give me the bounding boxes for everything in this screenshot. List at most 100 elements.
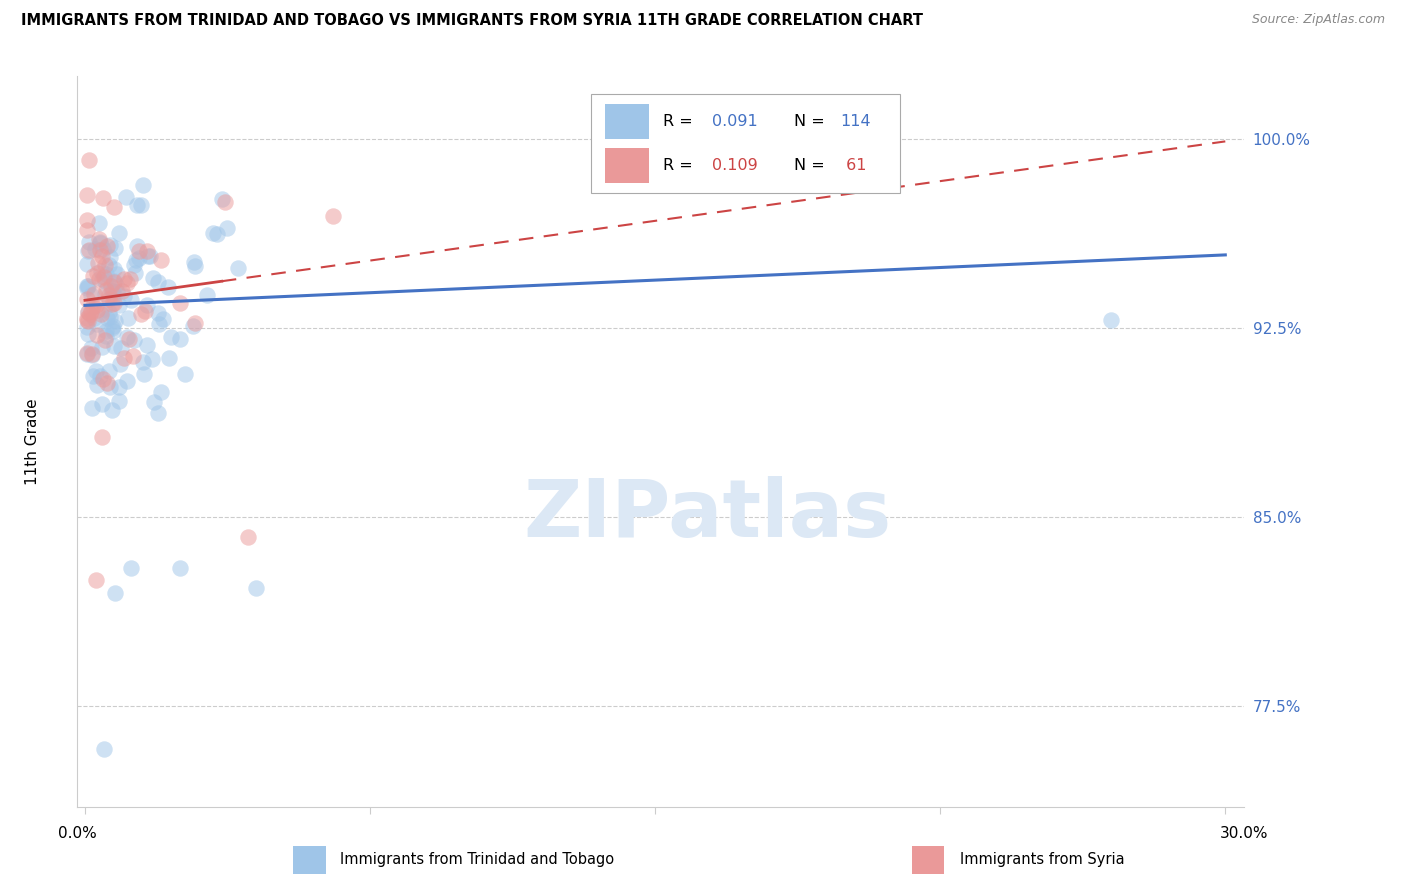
Point (77, 314, 100, 328)
Point (120, 272, 142, 286)
Point (173, 367, 195, 381)
Bar (294, 846, 326, 874)
Point (101, 321, 124, 335)
Point (215, 221, 238, 235)
Point (201, 226, 224, 240)
Point (76, 292, 98, 306)
Point (100, 238, 122, 252)
Point (103, 314, 125, 328)
Point (104, 241, 127, 255)
Point (146, 275, 169, 289)
Point (183, 254, 205, 268)
Point (76, 222, 98, 236)
Point (101, 288, 124, 302)
Point (136, 249, 159, 263)
Point (101, 324, 124, 338)
Text: 11th Grade: 11th Grade (25, 398, 41, 485)
Point (76, 311, 98, 326)
Point (98, 258, 121, 272)
Point (96, 310, 118, 325)
Point (94, 283, 117, 297)
Point (103, 284, 125, 298)
Text: 0.091: 0.091 (713, 114, 758, 129)
Point (142, 395, 165, 409)
Point (89, 235, 111, 249)
Point (91, 250, 114, 264)
Point (112, 351, 135, 365)
Point (91, 396, 114, 410)
Point (181, 318, 204, 333)
Text: IMMIGRANTS FROM TRINIDAD AND TOBAGO VS IMMIGRANTS FROM SYRIA 11TH GRADE CORRELAT: IMMIGRANTS FROM TRINIDAD AND TOBAGO VS I… (21, 13, 924, 29)
Point (82, 269, 104, 284)
Point (105, 267, 128, 281)
Point (76, 347, 98, 361)
Point (86, 574, 108, 588)
Point (125, 252, 148, 267)
Point (108, 380, 131, 394)
Point (169, 332, 191, 346)
Text: Immigrants from Syria: Immigrants from Syria (959, 853, 1125, 867)
Point (103, 200, 125, 214)
Point (132, 355, 155, 369)
Point (77, 304, 100, 318)
Point (98, 305, 121, 319)
Point (169, 560, 191, 574)
Point (141, 352, 163, 367)
Point (152, 311, 174, 326)
Point (80, 348, 103, 362)
Point (103, 296, 125, 310)
Text: N =: N = (794, 158, 830, 173)
Point (112, 272, 135, 286)
Point (124, 266, 146, 280)
Point (91, 430, 114, 444)
Text: R =: R = (664, 114, 697, 129)
Point (98, 363, 121, 377)
Point (128, 251, 150, 265)
Point (84, 298, 107, 312)
Point (207, 227, 229, 241)
Point (86, 317, 108, 331)
Point (83, 310, 105, 325)
Bar (911, 846, 945, 874)
Point (129, 197, 152, 211)
Text: Source: ZipAtlas.com: Source: ZipAtlas.com (1251, 13, 1385, 27)
Point (107, 393, 129, 408)
Point (80, 341, 103, 355)
Point (76, 305, 98, 319)
Point (77, 244, 100, 258)
Point (98, 250, 121, 264)
Point (122, 258, 145, 272)
Point (76, 280, 98, 294)
Point (87, 272, 110, 286)
Point (104, 278, 127, 293)
Text: 61: 61 (841, 158, 866, 173)
Point (107, 298, 129, 312)
Point (90, 272, 112, 286)
Point (84, 364, 107, 378)
Point (89, 216, 111, 230)
Point (76, 187, 98, 202)
Point (77, 279, 100, 293)
Point (184, 316, 207, 330)
Point (93, 333, 115, 347)
Point (94, 324, 117, 338)
Point (93, 269, 115, 284)
Point (120, 560, 142, 574)
Point (101, 284, 124, 298)
Point (79, 307, 101, 321)
Point (87, 256, 110, 270)
Point (86, 378, 108, 392)
Text: 114: 114 (841, 114, 872, 129)
Point (84, 242, 107, 256)
Point (156, 279, 179, 293)
Point (112, 289, 135, 303)
Point (103, 274, 125, 288)
Point (110, 341, 132, 355)
Point (86, 266, 108, 280)
Point (76, 213, 98, 227)
Point (101, 296, 124, 310)
Point (122, 333, 145, 347)
Point (82, 368, 104, 383)
Point (96, 376, 118, 390)
Point (80, 288, 103, 302)
